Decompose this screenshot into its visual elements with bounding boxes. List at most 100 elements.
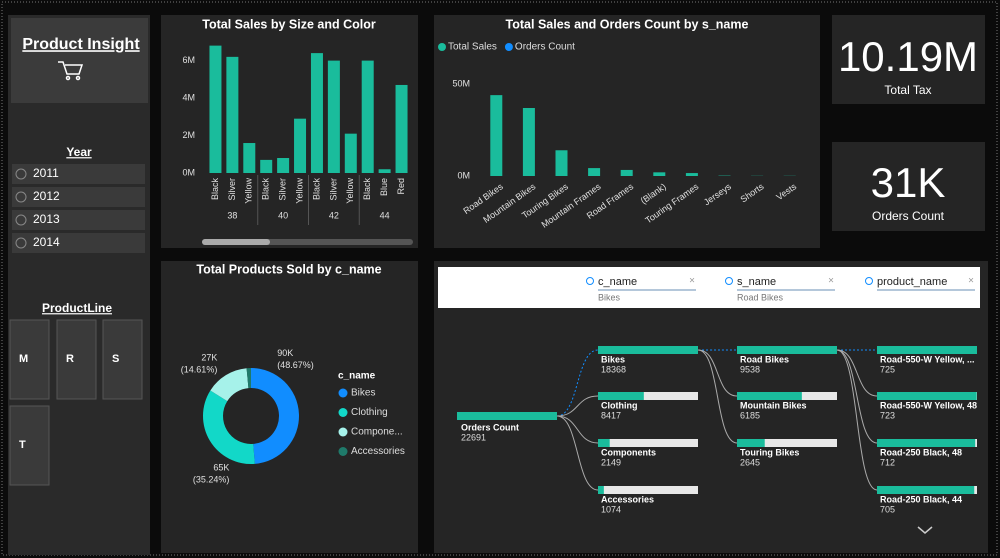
tree-bar[interactable]: [877, 439, 976, 447]
x-tick-label: Yellow: [244, 178, 254, 204]
bar: [490, 95, 503, 176]
filter-field: c_name: [598, 276, 637, 288]
slicer-item-label: 2013: [33, 212, 60, 226]
app-title: Product Insight: [22, 36, 140, 53]
bar: [209, 45, 222, 173]
legend-swatch: [438, 43, 446, 51]
x-tick-label: Silver: [328, 178, 338, 201]
x-tick-label: Blue: [379, 178, 389, 196]
x-tick-label: Black: [210, 178, 220, 201]
filter-field: s_name: [737, 276, 776, 288]
tree-node-value: 723: [880, 410, 895, 420]
tree-bar[interactable]: [598, 392, 644, 400]
filter-clear[interactable]: ×: [828, 276, 834, 287]
filter-value: Road Bikes: [737, 292, 784, 302]
bar: [395, 84, 408, 173]
slicer-item-label: 2011: [33, 166, 59, 180]
x-tick-label: Silver: [227, 178, 237, 201]
tree-bar[interactable]: [598, 439, 610, 447]
radio: [15, 214, 27, 226]
legend-label: Bikes: [351, 388, 375, 399]
slicer-title: ProductLine: [42, 301, 112, 315]
panel: [161, 15, 418, 248]
tree-bar[interactable]: [737, 392, 802, 400]
legend-swatch: [338, 447, 348, 456]
y-tick-label: 2M: [182, 130, 195, 140]
slicer-title: Year: [66, 145, 92, 159]
legend-label: Accessories: [351, 446, 405, 457]
filter-bar: [438, 267, 980, 308]
radio: [15, 191, 27, 203]
scrollbar-thumb[interactable]: [202, 239, 270, 245]
legend-swatch: [338, 408, 348, 417]
slicer-tile[interactable]: [9, 405, 50, 486]
slicer-tile-label: T: [19, 439, 26, 451]
donut-slice: [251, 368, 299, 464]
tree-bar[interactable]: [737, 346, 837, 354]
tree-bar[interactable]: [598, 486, 604, 494]
radio: [15, 237, 27, 249]
tree-connector: [836, 349, 878, 444]
tree-node-value: 2149: [601, 457, 621, 467]
tree-node-value: 1074: [601, 504, 621, 514]
tree-node-label: Road Bikes: [740, 354, 789, 364]
lightbulb-icon: [725, 277, 733, 285]
card-value: 10.19M: [838, 33, 978, 80]
group-label: 44: [380, 210, 390, 220]
card: [832, 142, 985, 231]
y-tick-label: 4M: [182, 92, 195, 102]
tree-node-label: Road-250 Black, 48: [880, 447, 962, 457]
expand-chevron[interactable]: [917, 526, 933, 534]
slicer-tile[interactable]: [9, 319, 50, 400]
tree-node-value: 9538: [740, 364, 760, 374]
data-label: (14.61%): [181, 364, 218, 374]
filter-clear[interactable]: ×: [968, 276, 974, 287]
slicer-item[interactable]: [12, 233, 145, 253]
chart-title: Total Sales and Orders Count by s_name: [506, 17, 749, 31]
x-tick-label: Red: [396, 178, 406, 195]
tree-connector: [836, 349, 878, 491]
tree-node-label: Mountain Bikes: [740, 400, 807, 410]
legend-title: c_name: [338, 371, 376, 382]
tree-connector: [697, 349, 738, 397]
slicer-item[interactable]: [12, 210, 145, 230]
bar: [685, 173, 698, 176]
filter-clear[interactable]: ×: [689, 276, 695, 287]
tree-node-value: 6185: [740, 410, 760, 420]
filter-field: product_name: [877, 276, 947, 288]
slicer-tile[interactable]: [56, 319, 97, 400]
filter-value: Bikes: [598, 292, 621, 302]
tree-node-label: Road-250 Black, 44: [880, 494, 962, 504]
radio: [15, 168, 27, 180]
bar: [277, 158, 290, 173]
donut-slice: [203, 390, 255, 464]
tree-bar[interactable]: [877, 486, 975, 494]
slicer-item[interactable]: [12, 187, 145, 207]
cart-icon: [58, 61, 84, 81]
tree-bar[interactable]: [877, 392, 977, 400]
y-tick-label: 0M: [457, 170, 470, 180]
tree-node-value: 712: [880, 457, 895, 467]
bar: [344, 133, 357, 173]
bar: [588, 168, 601, 176]
legend-label: Orders Count: [515, 42, 575, 53]
tree-bar[interactable]: [598, 346, 698, 354]
tree-connector: [697, 349, 738, 444]
bar: [378, 169, 391, 173]
tree-node-label: Bikes: [601, 354, 625, 364]
slicer-item[interactable]: [12, 164, 145, 184]
group-label: 40: [278, 210, 288, 220]
chart-title: Total Products Sold by c_name: [196, 262, 381, 276]
tree-connector: [556, 395, 599, 417]
tree-connector: [556, 415, 599, 444]
lightbulb-icon: [586, 277, 594, 285]
slicer-tile[interactable]: [102, 319, 143, 400]
bar: [522, 108, 535, 176]
bar: [555, 150, 568, 176]
tree-node-value: 22691: [461, 432, 486, 442]
y-tick-label: 50M: [452, 78, 470, 88]
tree-bar[interactable]: [737, 439, 765, 447]
data-label: 90K: [277, 348, 293, 358]
tree-bar[interactable]: [877, 346, 977, 354]
